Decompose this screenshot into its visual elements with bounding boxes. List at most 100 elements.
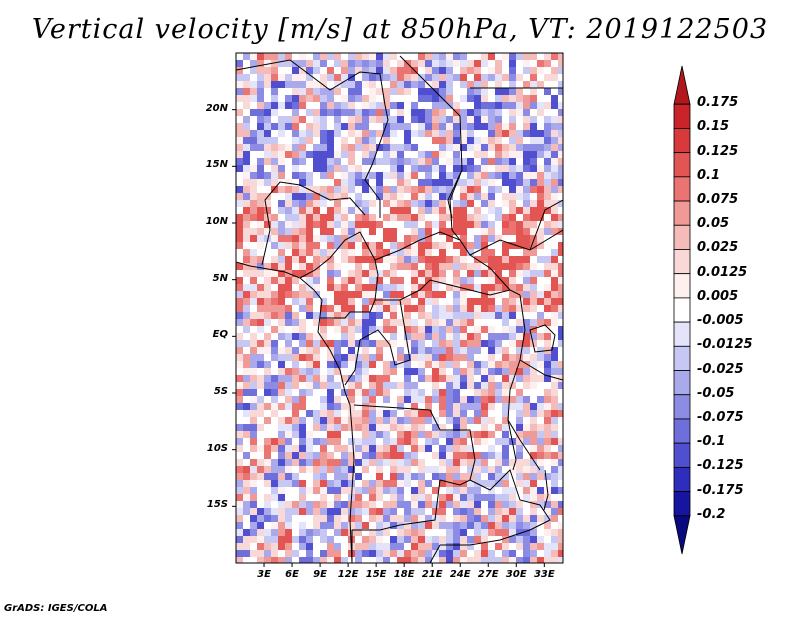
- field-cell: [495, 130, 502, 137]
- field-cell: [502, 200, 509, 207]
- field-cell: [516, 60, 523, 67]
- field-cell: [278, 480, 285, 487]
- field-cell: [243, 60, 250, 67]
- field-cell: [481, 144, 488, 151]
- field-cell: [418, 445, 425, 452]
- field-cell: [250, 88, 257, 95]
- field-cell: [467, 172, 474, 179]
- field-cell: [397, 179, 404, 186]
- field-cell: [397, 214, 404, 221]
- field-cell: [516, 326, 523, 333]
- field-cell: [551, 501, 558, 508]
- field-cell: [516, 361, 523, 368]
- field-cell: [523, 74, 530, 81]
- field-cell: [383, 95, 390, 102]
- field-cell: [460, 494, 467, 501]
- field-cell: [509, 284, 516, 291]
- field-cell: [257, 424, 264, 431]
- field-cell: [509, 95, 516, 102]
- field-cell: [236, 326, 243, 333]
- field-cell: [432, 326, 439, 333]
- field-cell: [292, 452, 299, 459]
- colorbar-segment: [673, 515, 691, 555]
- field-cell: [481, 277, 488, 284]
- field-cell: [313, 494, 320, 501]
- field-cell: [495, 382, 502, 389]
- field-cell: [334, 487, 341, 494]
- field-cell: [544, 214, 551, 221]
- field-cell: [404, 263, 411, 270]
- field-cell: [264, 81, 271, 88]
- field-cell: [411, 158, 418, 165]
- field-cell: [530, 221, 537, 228]
- field-cell: [439, 130, 446, 137]
- field-cell: [243, 158, 250, 165]
- field-cell: [411, 382, 418, 389]
- field-cell: [418, 81, 425, 88]
- field-cell: [439, 333, 446, 340]
- field-cell: [551, 228, 558, 235]
- field-cell: [509, 277, 516, 284]
- field-cell: [292, 81, 299, 88]
- field-cell: [306, 249, 313, 256]
- field-cell: [523, 417, 530, 424]
- field-cell: [439, 284, 446, 291]
- field-cell: [509, 368, 516, 375]
- field-cell: [306, 522, 313, 529]
- field-cell: [341, 207, 348, 214]
- field-cell: [439, 249, 446, 256]
- field-cell: [481, 347, 488, 354]
- field-cell: [243, 529, 250, 536]
- field-cell: [390, 95, 397, 102]
- field-cell: [530, 242, 537, 249]
- field-cell: [460, 193, 467, 200]
- field-cell: [292, 60, 299, 67]
- field-cell: [278, 333, 285, 340]
- field-cell: [544, 319, 551, 326]
- field-cell: [341, 515, 348, 522]
- field-cell: [362, 368, 369, 375]
- field-cell: [257, 543, 264, 550]
- field-cell: [488, 382, 495, 389]
- field-cell: [481, 200, 488, 207]
- field-cell: [313, 389, 320, 396]
- field-cell: [327, 319, 334, 326]
- field-cell: [243, 207, 250, 214]
- field-cell: [544, 123, 551, 130]
- field-cell: [355, 109, 362, 116]
- field-cell: [320, 368, 327, 375]
- field-cell: [390, 389, 397, 396]
- field-cell: [369, 501, 376, 508]
- field-cell: [551, 417, 558, 424]
- field-cell: [425, 263, 432, 270]
- field-cell: [502, 144, 509, 151]
- field-cell: [467, 417, 474, 424]
- field-cell: [355, 123, 362, 130]
- field-cell: [327, 193, 334, 200]
- field-cell: [523, 487, 530, 494]
- field-cell: [551, 522, 558, 529]
- field-cell: [481, 207, 488, 214]
- field-cell: [362, 221, 369, 228]
- field-cell: [509, 375, 516, 382]
- field-cell: [551, 165, 558, 172]
- field-cell: [418, 403, 425, 410]
- field-cell: [453, 361, 460, 368]
- field-cell: [348, 235, 355, 242]
- field-cell: [376, 396, 383, 403]
- field-cell: [481, 305, 488, 312]
- field-cell: [250, 158, 257, 165]
- field-cell: [418, 172, 425, 179]
- field-cell: [502, 368, 509, 375]
- field-cell: [313, 81, 320, 88]
- field-cell: [530, 284, 537, 291]
- field-cell: [285, 501, 292, 508]
- field-cell: [257, 480, 264, 487]
- field-cell: [341, 319, 348, 326]
- field-cell: [474, 368, 481, 375]
- field-cell: [306, 130, 313, 137]
- field-cell: [292, 529, 299, 536]
- field-cell: [474, 186, 481, 193]
- field-cell: [537, 494, 544, 501]
- field-cell: [320, 81, 327, 88]
